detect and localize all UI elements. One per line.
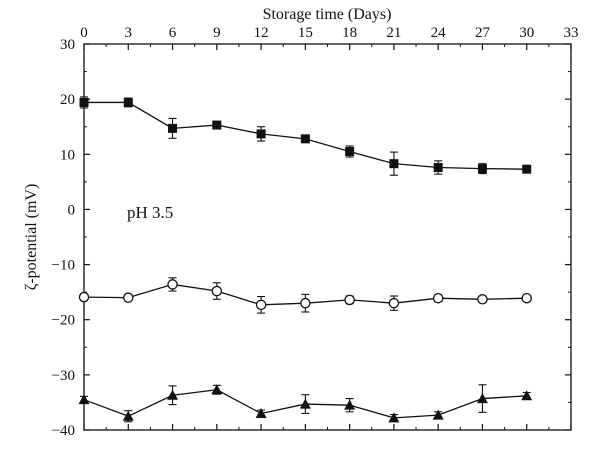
y-tick-label: 30: [60, 37, 75, 53]
data-point: [212, 120, 222, 130]
y-tick-label: −40: [52, 423, 75, 439]
data-point: [168, 123, 178, 133]
data-point: [388, 412, 400, 423]
data-point: [389, 159, 399, 169]
x-tick-label: 12: [254, 25, 269, 41]
y-axis-title: ζ-potential (mV): [23, 184, 40, 291]
y-tick-label: 20: [60, 92, 75, 108]
series-layer: [78, 96, 533, 423]
y-axis-ticks: −40 −30 −20 −10 0 10 20 30: [52, 37, 571, 439]
data-point: [167, 279, 178, 290]
data-point: [344, 399, 356, 410]
data-point: [522, 164, 532, 174]
ph-annotation: pH 3.5: [127, 203, 173, 222]
data-point: [433, 163, 443, 173]
y-tick-label: −10: [52, 258, 75, 274]
y-tick-label: −20: [52, 313, 75, 329]
y-tick-label: 10: [60, 147, 75, 163]
data-point: [432, 292, 444, 304]
y-tick-label: 0: [68, 202, 76, 218]
data-point: [345, 147, 355, 157]
data-point: [122, 410, 134, 421]
data-point: [123, 292, 134, 303]
x-tick-label: 27: [475, 25, 491, 41]
data-point: [211, 384, 223, 395]
data-point: [123, 97, 133, 107]
data-point: [256, 129, 266, 139]
data-point: [167, 389, 179, 400]
data-point: [432, 409, 444, 420]
data-point: [79, 97, 89, 107]
plot-frame: [83, 43, 572, 431]
data-point: [521, 390, 533, 401]
data-point: [300, 134, 310, 144]
x-tick-label: 18: [342, 25, 357, 41]
data-point: [300, 297, 311, 309]
x-tick-label: 24: [431, 25, 447, 41]
x-tick-label: 9: [213, 25, 221, 41]
x-tick-label: 0: [80, 25, 88, 41]
data-point: [211, 285, 223, 297]
data-point: [78, 291, 90, 303]
data-point: [476, 393, 488, 404]
data-point: [388, 297, 400, 309]
series-open-circle: [78, 277, 532, 314]
data-point: [255, 299, 267, 311]
x-tick-label: 21: [386, 25, 401, 41]
data-point: [255, 407, 267, 418]
series-filled-triangle: [78, 384, 533, 423]
data-point: [477, 164, 487, 174]
data-point: [477, 294, 488, 305]
x-axis-ticks: 0 3 6 9 12 15 18 21 24 27 30 33: [80, 25, 579, 430]
x-tick-label: 30: [519, 25, 534, 41]
x-tick-label: 3: [125, 25, 133, 41]
y-tick-label: −30: [52, 368, 75, 384]
x-tick-label: 6: [169, 25, 177, 41]
data-point: [344, 294, 355, 306]
data-point: [78, 394, 90, 405]
x-axis-title: Storage time (Days): [263, 6, 392, 23]
data-point: [521, 292, 532, 304]
data-point: [299, 398, 311, 409]
x-tick-label: 15: [298, 25, 313, 41]
x-tick-label: 33: [564, 25, 579, 41]
series-filled-square: [79, 96, 532, 176]
